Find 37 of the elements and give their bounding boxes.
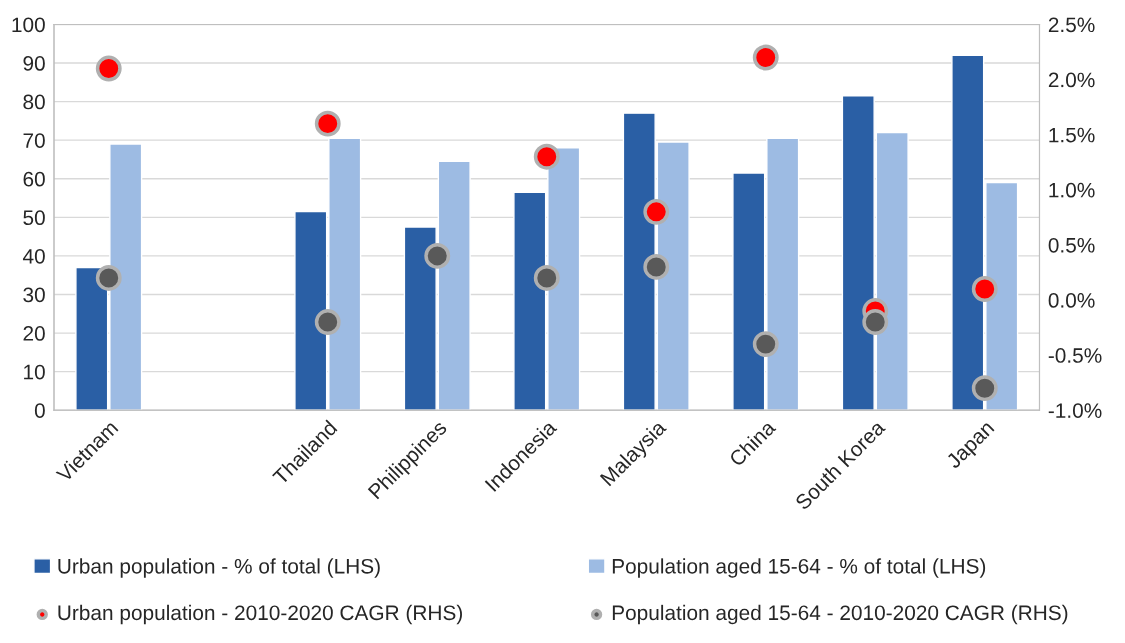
y-tick-label: 60 bbox=[23, 171, 45, 187]
point bbox=[424, 242, 451, 269]
point bbox=[533, 265, 560, 291]
y-tick-label: 80 bbox=[23, 94, 45, 110]
point bbox=[752, 44, 779, 71]
y2-tick-label: 1.5% bbox=[1049, 127, 1095, 143]
y2-tick-label: 0.0% bbox=[1048, 293, 1095, 308]
point bbox=[314, 110, 341, 137]
point bbox=[643, 254, 670, 280]
point bbox=[752, 331, 779, 358]
point bbox=[314, 309, 341, 335]
point bbox=[862, 309, 889, 335]
y-tick-label: 90 bbox=[23, 56, 45, 71]
y-tick-label: 20 bbox=[23, 326, 45, 341]
y2-tick-label: 2.5% bbox=[1048, 17, 1095, 33]
point bbox=[95, 55, 122, 82]
y2-tick-label: 1.0% bbox=[1049, 182, 1095, 198]
point bbox=[533, 143, 560, 170]
y-tick-label: 100 bbox=[12, 17, 45, 33]
y2-tick-label: 0.5% bbox=[1048, 237, 1095, 253]
y-tick-label: 0 bbox=[34, 403, 45, 418]
point bbox=[95, 265, 122, 291]
y2-tick-label: 2.0% bbox=[1048, 72, 1095, 88]
legend-label: Urban population - % of total (LHS) bbox=[58, 558, 380, 578]
y-tick-label: 30 bbox=[23, 287, 45, 303]
legend-label: Urban population - 2010-2020 CAGR (RHS) bbox=[58, 604, 462, 625]
y-tick-label: 50 bbox=[23, 210, 45, 226]
legend-label: Population aged 15-64 - % of total (LHS) bbox=[612, 558, 986, 578]
legend-label: Population aged 15-64 - 2010-2020 CAGR (RHS) bbox=[612, 604, 1068, 625]
point bbox=[971, 276, 998, 302]
y-tick-label: 10 bbox=[24, 364, 45, 380]
y2-tick-label: -1.0% bbox=[1048, 403, 1102, 418]
y2-tick-label: -0.5% bbox=[1048, 348, 1102, 363]
y-tick-label: 40 bbox=[22, 248, 45, 264]
point bbox=[971, 375, 998, 402]
point bbox=[643, 198, 670, 225]
y-tick-label: 70 bbox=[23, 133, 45, 148]
